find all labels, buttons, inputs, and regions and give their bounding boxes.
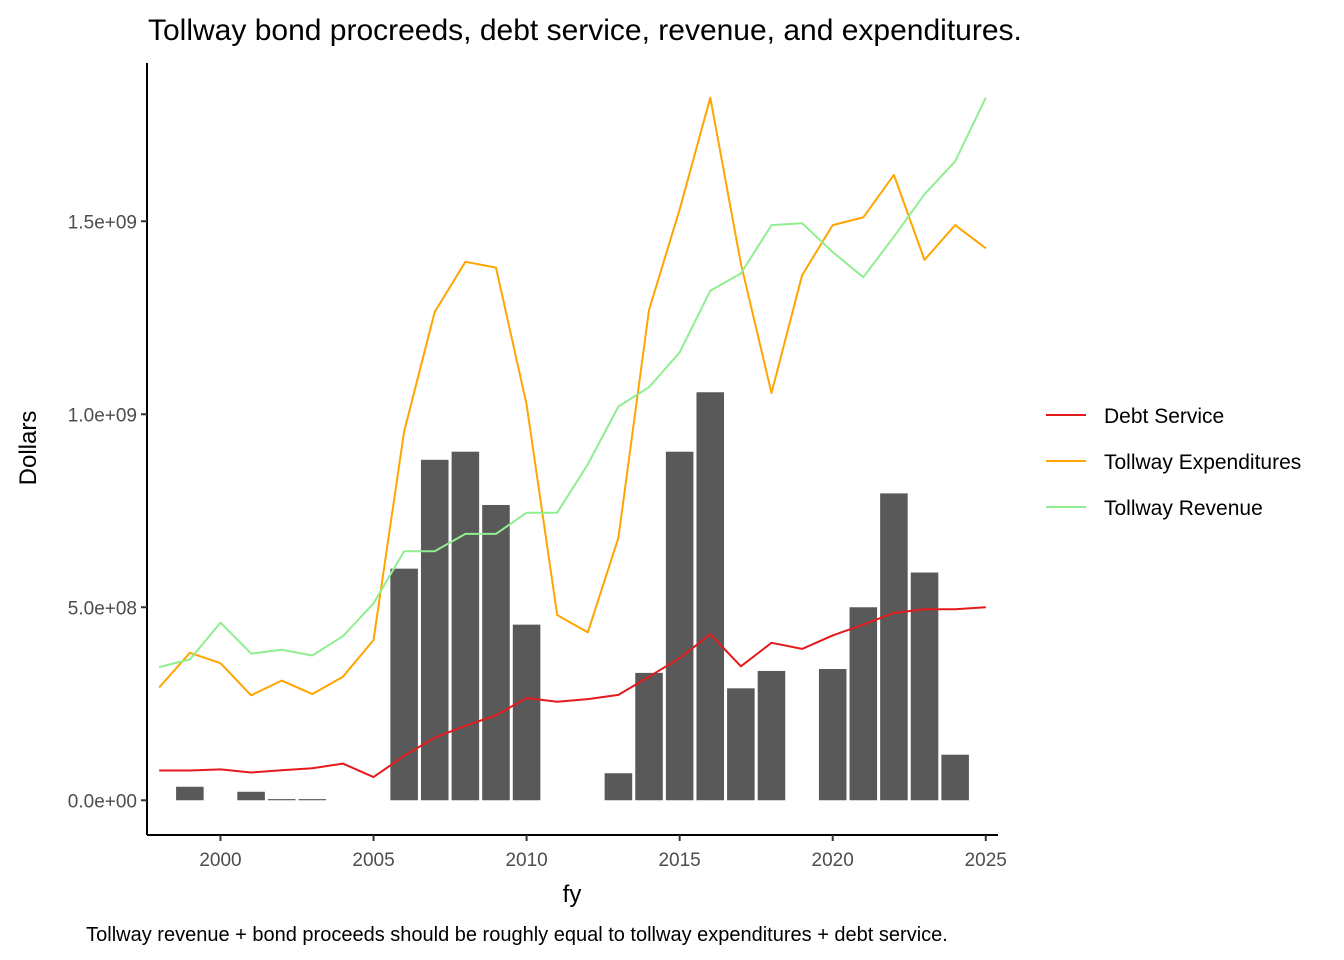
bar-2009 <box>482 504 510 801</box>
lines-layer <box>158 96 987 779</box>
chart-title: Tollway bond procreeds, debt service, re… <box>148 14 1022 47</box>
bar-2021 <box>849 607 878 801</box>
bars-layer <box>176 392 969 801</box>
legend: Debt Service Tollway Expenditures Tollway … <box>1046 405 1301 520</box>
bar-2018 <box>757 670 786 801</box>
bar-2022 <box>880 493 908 801</box>
x-tick-label: 2000 <box>199 850 241 871</box>
x-tick-label: 2015 <box>658 850 700 871</box>
x-tick-label: 2010 <box>505 850 547 871</box>
bar-2016 <box>696 392 725 801</box>
bar-2002 <box>267 799 296 801</box>
series-line-tollway-revenue <box>158 97 987 669</box>
y-tick-label: 1.5e+09 <box>68 212 137 233</box>
x-axis-title: fy <box>563 881 582 908</box>
bar-2015 <box>665 451 694 801</box>
y-tick-label: 5.0e+08 <box>68 598 137 619</box>
bar-2010 <box>512 624 541 801</box>
bar-2007 <box>420 459 449 801</box>
legend-label-debt-service: Debt Service <box>1104 405 1224 428</box>
bar-2017 <box>727 688 755 801</box>
bar-2020 <box>818 669 847 801</box>
y-axis-title: Dollars <box>15 411 42 486</box>
x-tick-label: 2020 <box>812 850 854 871</box>
bar-2001 <box>237 791 265 801</box>
bar-2024 <box>941 754 969 801</box>
bar-2003 <box>298 799 327 801</box>
bar-2023 <box>910 572 939 801</box>
y-axis-ticks: 0.0e+00 5.0e+08 1.0e+09 1.5e+09 <box>68 212 147 812</box>
bar-2008 <box>451 451 480 801</box>
bar-1999 <box>176 786 204 801</box>
bar-2013 <box>604 773 633 801</box>
series-line-tollway-expenditures <box>158 96 987 697</box>
y-tick-label: 0.0e+00 <box>68 791 137 812</box>
x-tick-label: 2005 <box>352 850 394 871</box>
x-tick-label: 2025 <box>965 850 1007 871</box>
series-line-debt-service <box>159 606 986 779</box>
legend-label-tollway-revenue: Tollway Revenue <box>1104 497 1263 520</box>
chart-caption: Tollway revenue + bond proceeds should b… <box>86 924 948 946</box>
x-axis-ticks: 2000 2005 2010 2015 2020 2025 <box>199 835 1007 871</box>
y-tick-label: 1.0e+09 <box>68 405 137 426</box>
bar-2014 <box>635 672 663 801</box>
legend-label-tollway-expenditures: Tollway Expenditures <box>1104 451 1301 474</box>
bar-2006 <box>390 568 418 801</box>
